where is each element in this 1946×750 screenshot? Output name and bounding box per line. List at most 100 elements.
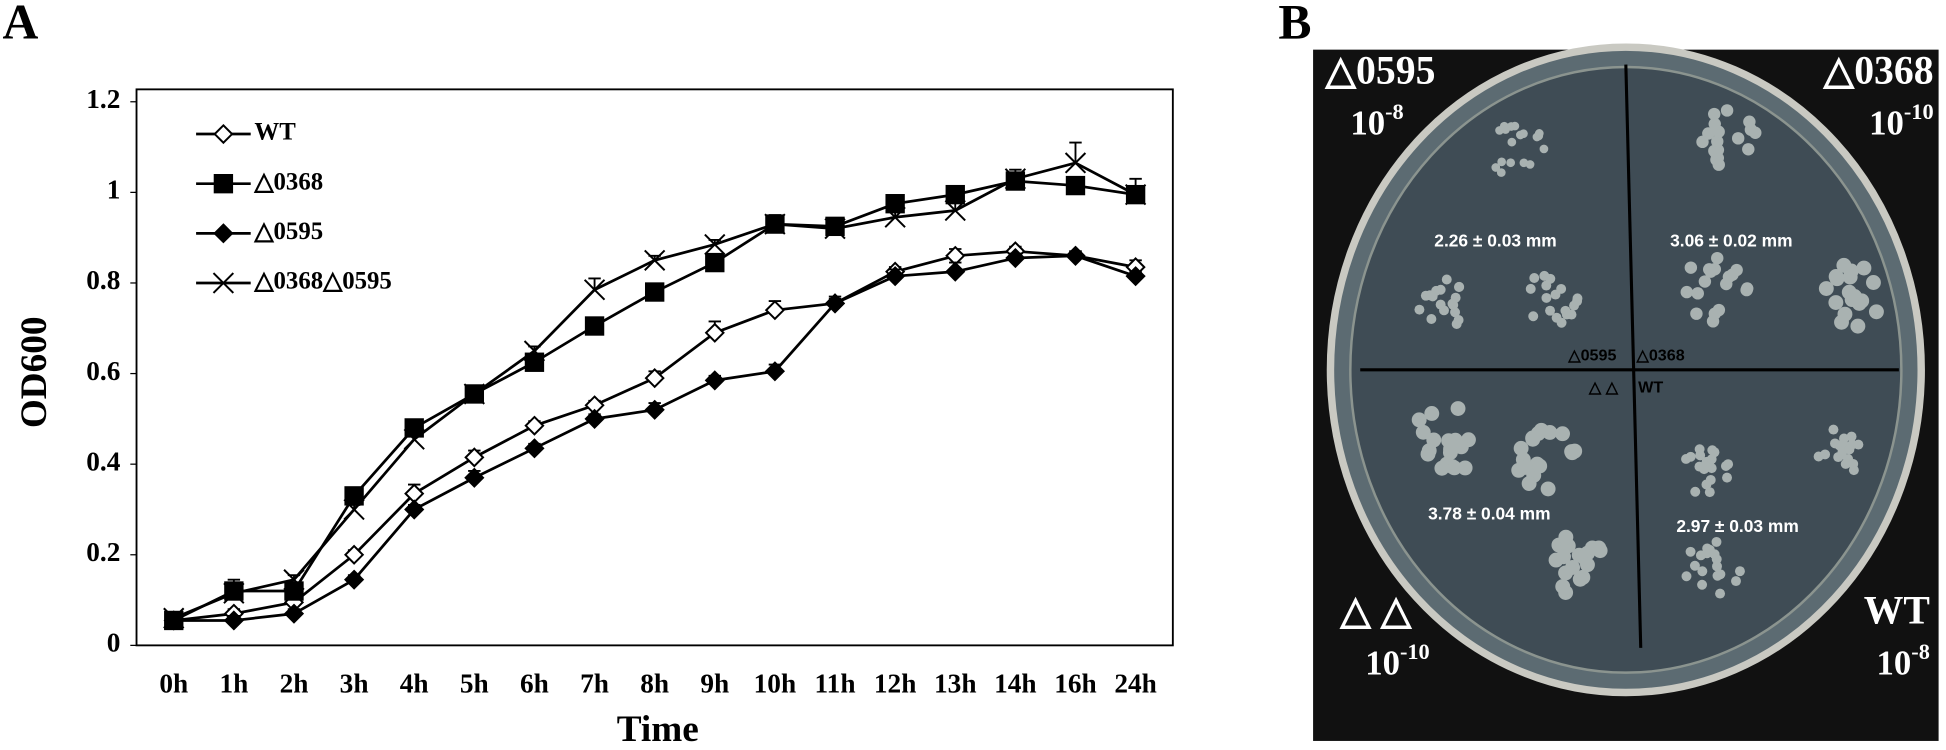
marker bbox=[464, 447, 485, 468]
colony bbox=[1850, 318, 1866, 334]
colony bbox=[1424, 290, 1435, 301]
colony bbox=[1564, 444, 1580, 460]
colony bbox=[1424, 406, 1440, 421]
x-tick-label: 3h bbox=[340, 669, 369, 699]
dilution-exponent: -10 bbox=[1400, 639, 1430, 664]
colony bbox=[1680, 285, 1693, 299]
colony bbox=[1539, 144, 1549, 154]
colony bbox=[1495, 126, 1504, 135]
colony bbox=[1441, 274, 1452, 285]
colony bbox=[1818, 281, 1834, 296]
colony bbox=[1702, 543, 1713, 554]
colony bbox=[1697, 566, 1708, 577]
colony bbox=[1715, 588, 1726, 599]
legend-label: △0595 bbox=[253, 218, 323, 245]
x-tick-label: 13h bbox=[934, 669, 976, 699]
marker bbox=[213, 223, 234, 244]
colony bbox=[1694, 461, 1705, 472]
colony bbox=[1701, 479, 1712, 490]
plot-frame bbox=[135, 88, 1174, 647]
colony bbox=[1856, 260, 1872, 276]
series-line bbox=[173, 249, 1136, 622]
colony bbox=[1691, 287, 1704, 300]
error-bar bbox=[1069, 141, 1082, 163]
marker bbox=[524, 438, 545, 459]
x-tick-label: 11h bbox=[815, 669, 856, 699]
colony bbox=[1532, 458, 1548, 474]
colony bbox=[1695, 550, 1706, 561]
colony bbox=[1454, 281, 1465, 292]
marker bbox=[284, 581, 304, 601]
marker bbox=[945, 261, 966, 282]
marker bbox=[403, 428, 425, 450]
colony bbox=[1685, 451, 1696, 462]
colony bbox=[1539, 270, 1550, 281]
colony bbox=[1541, 292, 1552, 303]
marker bbox=[463, 383, 485, 405]
marker bbox=[1125, 266, 1146, 287]
marker bbox=[524, 352, 545, 372]
marker bbox=[163, 607, 185, 629]
colony bbox=[1421, 443, 1437, 459]
divider bbox=[1624, 64, 1643, 648]
x-tick-label: 4h bbox=[400, 669, 429, 699]
colony bbox=[1521, 476, 1537, 491]
marker bbox=[644, 282, 665, 302]
center-label: △0368 bbox=[1635, 346, 1684, 364]
y-tick-label: 0 bbox=[107, 628, 121, 658]
colony bbox=[1731, 132, 1745, 145]
x-tick-label: 7h bbox=[580, 669, 609, 699]
marker bbox=[523, 340, 546, 362]
marker bbox=[213, 123, 234, 145]
colony bbox=[1510, 121, 1520, 131]
colony bbox=[1551, 312, 1562, 323]
colony bbox=[1555, 426, 1570, 442]
colony bbox=[1836, 449, 1847, 460]
colony bbox=[1743, 115, 1756, 128]
colony-size: 2.26 ± 0.03 mm bbox=[1434, 231, 1556, 251]
marker bbox=[705, 252, 725, 273]
x-tick-label: 16h bbox=[1054, 669, 1096, 699]
marker bbox=[524, 415, 545, 436]
marker bbox=[1065, 245, 1086, 266]
colony bbox=[1507, 137, 1517, 147]
y-tick-label: 0.8 bbox=[86, 265, 120, 295]
marker bbox=[1004, 168, 1027, 190]
colony bbox=[1534, 129, 1544, 138]
y-tick-label: 0.4 bbox=[86, 446, 120, 476]
y-tick-label: 1 bbox=[107, 175, 121, 205]
x-tick-label: 14h bbox=[994, 669, 1036, 699]
error-bar bbox=[1129, 177, 1142, 195]
colony bbox=[1529, 273, 1540, 283]
colony bbox=[1569, 300, 1580, 311]
colony bbox=[1414, 304, 1425, 315]
colony-size: 3.78 ± 0.04 mm bbox=[1428, 504, 1550, 524]
colony bbox=[1415, 424, 1431, 440]
x-tick-label: 2h bbox=[280, 669, 309, 699]
colony bbox=[1868, 304, 1884, 320]
colony bbox=[1556, 549, 1571, 565]
colony bbox=[1506, 158, 1516, 168]
dilution-label: 10-10 bbox=[1365, 639, 1430, 682]
error-bar bbox=[588, 277, 601, 290]
x-tick-label: 1h bbox=[219, 669, 248, 699]
colony bbox=[1711, 251, 1724, 265]
dilution-label: 10-8 bbox=[1877, 639, 1930, 682]
colony bbox=[1558, 585, 1574, 600]
x-tick-label: 6h bbox=[520, 669, 549, 699]
strain-label: △0595 bbox=[1324, 49, 1435, 93]
colony bbox=[1690, 486, 1701, 497]
dilution-exponent: -8 bbox=[1911, 639, 1930, 664]
legend-label: WT bbox=[254, 119, 296, 146]
marker bbox=[223, 582, 245, 604]
strain-label: △ △ bbox=[1339, 588, 1412, 632]
panel-label: A bbox=[2, 0, 38, 50]
colonies bbox=[1411, 104, 1884, 600]
marker bbox=[223, 610, 244, 631]
colony bbox=[1517, 459, 1533, 475]
marker bbox=[644, 368, 665, 389]
x-tick-label: 5h bbox=[460, 669, 489, 699]
colony bbox=[1435, 284, 1446, 295]
